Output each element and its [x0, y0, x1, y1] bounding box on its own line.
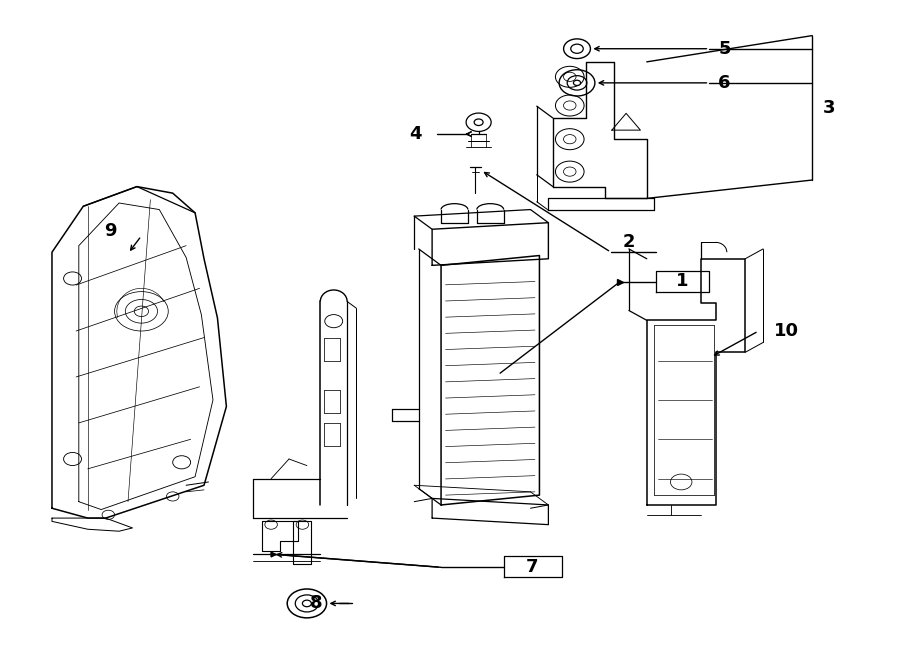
Text: 1: 1 — [676, 272, 688, 290]
Text: 10: 10 — [774, 322, 799, 340]
Text: 9: 9 — [104, 222, 116, 240]
Text: 3: 3 — [823, 99, 835, 117]
Text: 7: 7 — [526, 557, 538, 576]
Text: 2: 2 — [623, 233, 635, 251]
Circle shape — [573, 80, 580, 85]
Circle shape — [302, 600, 311, 606]
Text: 6: 6 — [718, 74, 731, 92]
Text: 8: 8 — [310, 594, 323, 612]
Text: 4: 4 — [409, 125, 421, 143]
Circle shape — [474, 119, 483, 126]
Text: 5: 5 — [718, 40, 731, 58]
